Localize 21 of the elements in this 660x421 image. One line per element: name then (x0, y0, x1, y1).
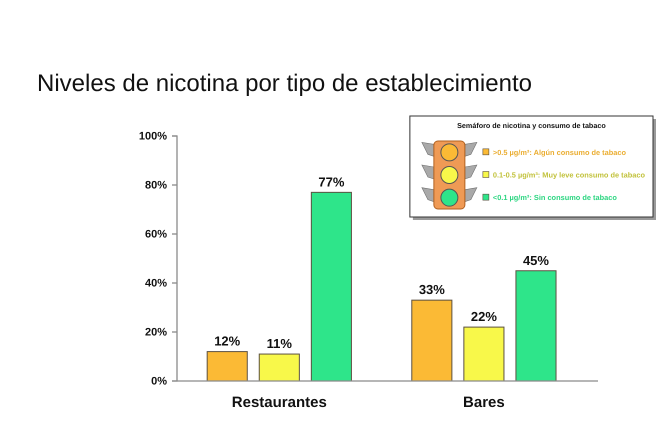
bar (258, 354, 300, 382)
data-label: 77% (318, 174, 345, 190)
data-label: 22% (470, 309, 498, 324)
data-label: 45% (522, 252, 550, 268)
y-tick-label: 100% (138, 130, 168, 143)
bar (515, 270, 557, 382)
bar (411, 300, 452, 382)
data-label: 12% (214, 334, 241, 349)
bar (206, 351, 248, 382)
y-tick-label: 40% (144, 278, 168, 290)
x-tick-label: Bares (463, 394, 505, 411)
data-label: 33% (418, 282, 446, 298)
y-tick-label: 0% (151, 376, 168, 388)
x-tick-label: Restaurantes (232, 394, 327, 411)
bar (310, 192, 352, 382)
chart-title: Niveles de nicotina por tipo de establecimiento (37, 70, 532, 97)
bar (463, 326, 504, 382)
data-label: 11% (266, 336, 292, 352)
y-tick-label: 20% (144, 326, 168, 339)
y-tick-label: 80% (144, 180, 168, 192)
y-tick-label: 60% (144, 228, 168, 241)
